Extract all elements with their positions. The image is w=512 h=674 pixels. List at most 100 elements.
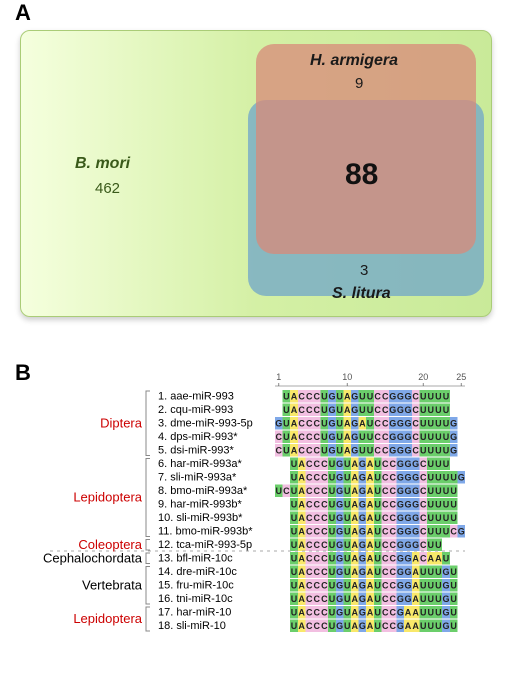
svg-text:C: C (382, 581, 389, 591)
svg-text:G: G (404, 446, 411, 456)
svg-text:A: A (298, 581, 305, 591)
svg-text:10. sli-miR-993b*: 10. sli-miR-993b* (158, 512, 243, 524)
svg-text:G: G (389, 419, 396, 429)
svg-text:C: C (314, 432, 321, 442)
venn-harmigera-set (256, 44, 476, 254)
svg-text:U: U (420, 432, 427, 442)
svg-text:A: A (352, 554, 359, 564)
svg-text:A: A (291, 405, 298, 415)
svg-text:G: G (389, 392, 396, 402)
bmori-count: 462 (95, 180, 120, 197)
svg-text:U: U (443, 392, 450, 402)
svg-text:G: G (397, 581, 404, 591)
svg-text:G: G (404, 500, 411, 510)
svg-text:C: C (382, 540, 389, 550)
svg-text:C: C (321, 459, 328, 469)
svg-text:U: U (336, 419, 343, 429)
svg-text:U: U (374, 513, 381, 523)
svg-text:C: C (412, 432, 419, 442)
svg-text:U: U (450, 621, 457, 631)
svg-text:U: U (329, 473, 336, 483)
svg-text:U: U (291, 567, 298, 577)
svg-text:U: U (443, 459, 450, 469)
svg-text:A: A (352, 486, 359, 496)
svg-text:C: C (382, 446, 389, 456)
svg-text:C: C (420, 486, 427, 496)
svg-text:C: C (390, 594, 397, 604)
svg-text:C: C (382, 500, 389, 510)
svg-text:U: U (450, 486, 457, 496)
svg-text:U: U (443, 405, 450, 415)
svg-text:C: C (390, 527, 397, 537)
svg-text:G: G (397, 567, 404, 577)
svg-text:U: U (367, 446, 374, 456)
svg-text:G: G (397, 459, 404, 469)
svg-text:A: A (367, 500, 374, 510)
svg-text:G: G (328, 446, 335, 456)
svg-text:U: U (435, 459, 442, 469)
svg-text:G: G (336, 554, 343, 564)
svg-text:C: C (321, 608, 328, 618)
svg-text:G: G (397, 500, 404, 510)
svg-text:G: G (351, 446, 358, 456)
svg-text:U: U (344, 594, 351, 604)
svg-text:U: U (435, 500, 442, 510)
svg-text:13. bfl-miR-10c: 13. bfl-miR-10c (158, 553, 233, 565)
svg-text:U: U (321, 392, 328, 402)
svg-text:U: U (450, 594, 457, 604)
svg-text:G: G (442, 567, 449, 577)
svg-text:C: C (382, 459, 389, 469)
svg-text:U: U (344, 581, 351, 591)
svg-text:C: C (298, 432, 305, 442)
svg-text:U: U (435, 567, 442, 577)
svg-text:U: U (435, 405, 442, 415)
svg-text:G: G (397, 594, 404, 604)
svg-text:A: A (367, 567, 374, 577)
svg-text:U: U (291, 486, 298, 496)
svg-text:G: G (404, 513, 411, 523)
svg-text:C: C (420, 459, 427, 469)
svg-text:U: U (321, 419, 328, 429)
svg-text:G: G (397, 419, 404, 429)
svg-text:U: U (428, 513, 435, 523)
svg-text:U: U (374, 567, 381, 577)
svg-text:G: G (404, 486, 411, 496)
svg-text:C: C (298, 405, 305, 415)
svg-text:U: U (435, 540, 442, 550)
svg-text:U: U (420, 392, 427, 402)
svg-text:G: G (397, 608, 404, 618)
svg-text:10: 10 (342, 372, 352, 382)
svg-text:C: C (321, 594, 328, 604)
svg-text:A: A (352, 527, 359, 537)
svg-text:A: A (412, 608, 419, 618)
svg-text:U: U (420, 419, 427, 429)
svg-text:U: U (291, 513, 298, 523)
svg-text:A: A (352, 500, 359, 510)
svg-text:U: U (428, 392, 435, 402)
svg-text:U: U (374, 473, 381, 483)
svg-text:A: A (367, 459, 374, 469)
svg-text:U: U (443, 419, 450, 429)
svg-text:U: U (443, 486, 450, 496)
svg-text:A: A (367, 554, 374, 564)
svg-text:C: C (390, 581, 397, 591)
svg-text:U: U (374, 486, 381, 496)
svg-text:C: C (306, 486, 313, 496)
svg-text:8. bmo-miR-993a*: 8. bmo-miR-993a* (158, 485, 248, 497)
svg-text:G: G (404, 459, 411, 469)
svg-text:C: C (412, 392, 419, 402)
svg-text:G: G (336, 459, 343, 469)
svg-text:A: A (298, 500, 305, 510)
svg-text:C: C (314, 419, 321, 429)
svg-text:A: A (344, 419, 351, 429)
svg-text:U: U (336, 405, 343, 415)
svg-text:G: G (336, 594, 343, 604)
svg-text:A: A (298, 513, 305, 523)
svg-text:C: C (390, 554, 397, 564)
svg-text:G: G (397, 554, 404, 564)
svg-text:U: U (367, 392, 374, 402)
svg-text:A: A (291, 419, 298, 429)
svg-text:C: C (306, 581, 313, 591)
svg-text:C: C (390, 473, 397, 483)
svg-text:U: U (428, 446, 435, 456)
